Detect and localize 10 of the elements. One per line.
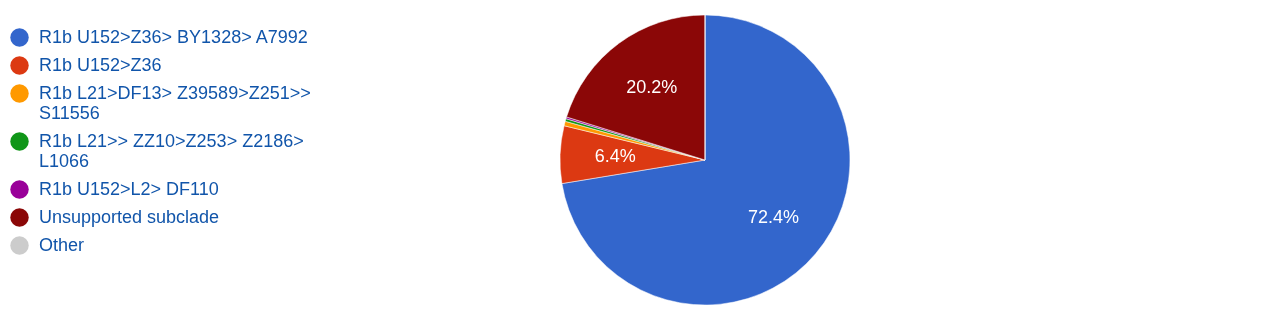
data-label: 72.4% xyxy=(748,207,800,228)
legend-label: Unsupported subclade xyxy=(39,206,220,227)
data-label: 6.4% xyxy=(594,145,636,166)
legend-label: R1b U152>Z36> BY1328> A7992 xyxy=(39,26,308,47)
legend-label: R1b L21>> ZZ10>Z253> Z2186> L1066 xyxy=(39,130,304,171)
legend-label: R1b U152>Z36 xyxy=(39,54,162,75)
legend-label: R1b U152>L2> DF110 xyxy=(39,178,219,199)
legend-label: R1b L21>DF13> Z39589>Z251>> S11556 xyxy=(39,82,311,123)
data-label: 20.2% xyxy=(626,76,678,97)
legend-label: Other xyxy=(39,234,85,255)
